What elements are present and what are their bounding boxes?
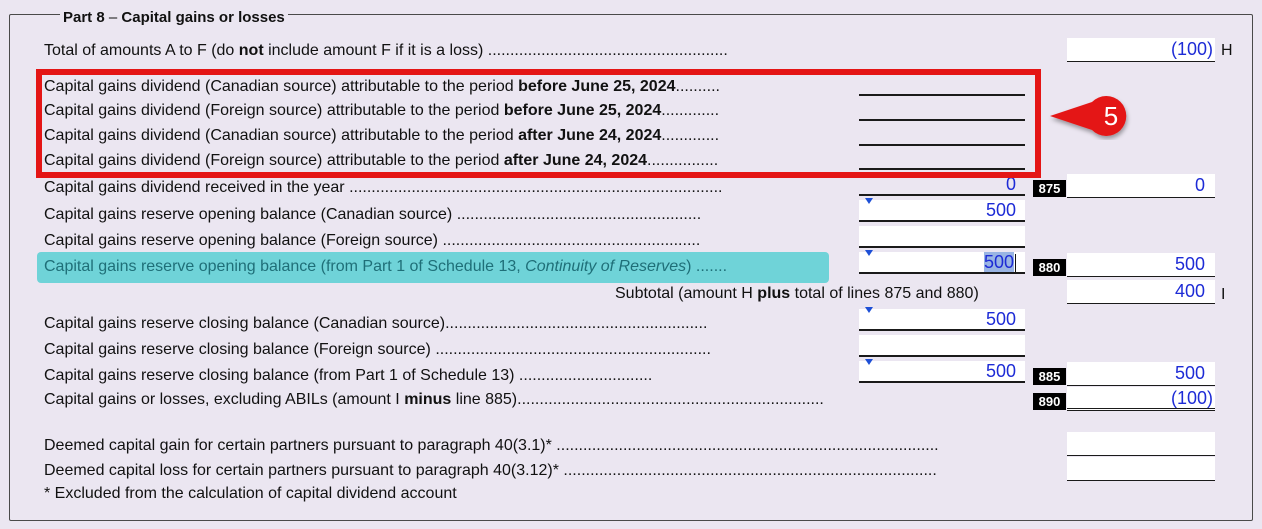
amount-i-letter: I [1221,286,1226,303]
deemed-loss-field[interactable] [1067,457,1215,481]
annotation-red-box [36,69,1041,178]
reserve-closing-total-field[interactable]: 500 [859,359,1025,383]
row-highlight [37,252,829,283]
cgd-foreign-after-label: Capital gains dividend (Foreign source) … [44,152,719,169]
callout-number: 5 [1103,101,1119,131]
line-875-code: 875 [1033,180,1066,197]
cgd-canadian-before-label: Capital gains dividend (Canadian source)… [44,78,720,95]
line-875-field[interactable]: 0 [1067,174,1215,198]
reserve-opening-total-label: Capital gains reserve opening balance (f… [44,258,728,275]
deemed-gain-label: Deemed capital gain for certain partners… [44,437,939,454]
selected-value: 500 [983,252,1014,272]
cgd-foreign-before-field[interactable] [859,99,1025,121]
reserve-closing-canadian-field[interactable]: 500 [859,307,1025,331]
dropdown-arrow-icon[interactable] [865,359,873,365]
cgd-received-label: Capital gains dividend received in the y… [44,179,723,196]
reserve-closing-canadian-label: Capital gains reserve closing balance (C… [44,315,708,332]
part-title: Part 8 – Capital gains or losses [60,9,288,27]
reserve-closing-foreign-field[interactable] [859,335,1025,357]
cgd-canadian-after-label: Capital gains dividend (Canadian source)… [44,127,720,144]
deemed-gain-field[interactable] [1067,432,1215,456]
line-880-field[interactable]: 500 [1067,253,1215,277]
callout-marker-icon [1050,96,1127,136]
text-cursor [1015,254,1016,273]
reserve-closing-total-label: Capital gains reserve closing balance (f… [44,367,653,384]
reserve-closing-foreign-label: Capital gains reserve closing balance (F… [44,341,711,358]
cgd-canadian-before-field[interactable] [859,74,1025,96]
reserve-opening-foreign-field[interactable] [859,226,1025,248]
part-dash: – [108,9,118,26]
line-885-field[interactable]: 500 [1067,362,1215,386]
cgd-received-field[interactable]: 0 [859,174,1025,196]
capital-gains-losses-label: Capital gains or losses, excluding ABILs… [44,391,824,408]
line-880-code: 880 [1033,259,1066,276]
subtotal-field[interactable]: 400 [1067,280,1215,304]
dropdown-arrow-icon[interactable] [865,307,873,313]
annotation-callout: 5 [1046,94,1136,140]
line-890-code: 890 [1033,393,1066,410]
cgd-canadian-after-field[interactable] [859,124,1025,146]
reserve-opening-foreign-label: Capital gains reserve opening balance (F… [44,232,701,249]
deemed-loss-label: Deemed capital loss for certain partners… [44,462,937,479]
line-890-field[interactable]: (100) [1067,387,1215,411]
part-name: Capital gains or losses [121,9,285,26]
subtotal-label: Subtotal (amount H plus total of lines 8… [615,285,979,302]
part-8-panel [9,14,1253,521]
line-885-code: 885 [1033,368,1066,385]
footnote: * Excluded from the calculation of capit… [44,485,457,502]
dropdown-arrow-icon[interactable] [865,198,873,204]
part-number: Part 8 [63,9,105,26]
amount-h-letter: H [1221,42,1233,59]
total-a-to-f-field[interactable]: (100) [1067,38,1215,62]
reserve-opening-total-field[interactable]: 500 [859,250,1025,274]
total-a-to-f-label: Total of amounts A to F (do not include … [44,42,728,59]
reserve-opening-canadian-field[interactable]: 500 [859,198,1025,222]
cgd-foreign-before-label: Capital gains dividend (Foreign source) … [44,102,720,119]
dropdown-arrow-icon[interactable] [865,250,873,256]
cgd-foreign-after-field[interactable] [859,148,1025,170]
reserve-opening-canadian-label: Capital gains reserve opening balance (C… [44,206,702,223]
